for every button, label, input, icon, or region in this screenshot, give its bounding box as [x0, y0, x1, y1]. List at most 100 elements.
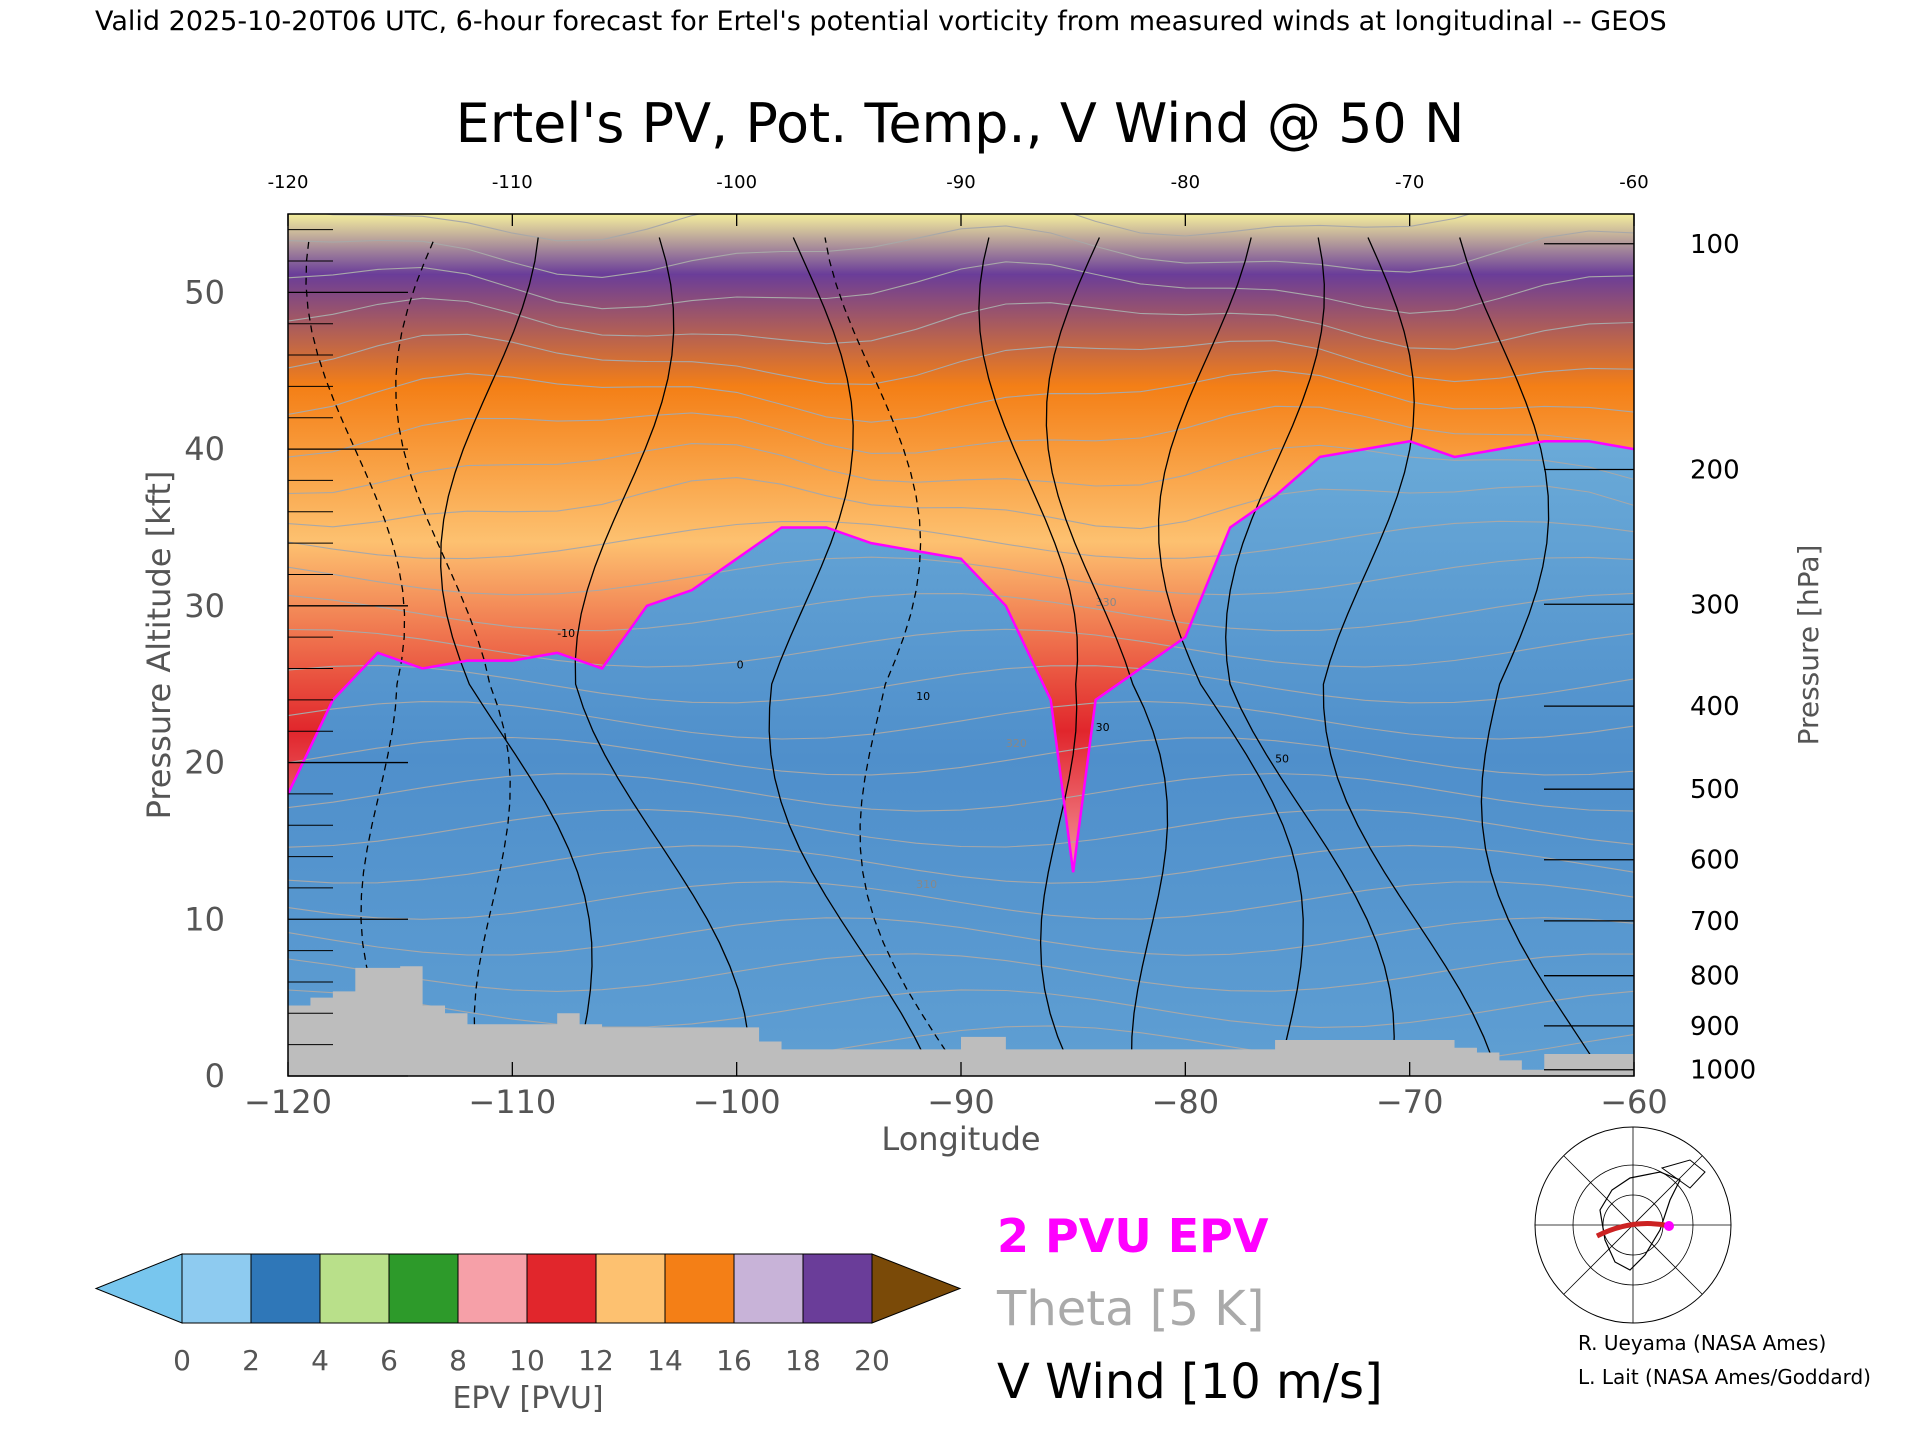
colorbar-segment — [388, 1253, 459, 1324]
theta-contour — [288, 772, 1634, 812]
colorbar-tick-label: 8 — [449, 1344, 467, 1377]
y-tick-label: 10 — [184, 900, 225, 938]
theta-contour — [288, 477, 1634, 530]
colorbar-segment — [457, 1253, 528, 1324]
2pvu-contour — [288, 439, 1634, 873]
pressure-tick-label: 700 — [1690, 907, 1740, 937]
v-wind-contours: -10 0 10 30 50 — [305, 237, 1595, 1061]
legend-vwind: V Wind [10 m/s] — [997, 1354, 1383, 1410]
colorbar-tick-label: 16 — [716, 1344, 752, 1377]
colorbar-tick-label: 4 — [311, 1344, 329, 1377]
theta-contour — [288, 261, 1634, 314]
credit-line-1: R. Ueyama (NASA Ames) — [1578, 1331, 1826, 1355]
theta-contour — [321, 214, 1472, 242]
colorbar-tick-label: 6 — [380, 1344, 398, 1377]
x-tick-label: −110 — [468, 1083, 556, 1121]
chart-title: Ertel's PV, Pot. Temp., V Wind @ 50 N — [456, 92, 1465, 155]
x-top-tick-label: -90 — [946, 172, 975, 193]
wind-label: -10 — [557, 627, 575, 640]
v-wind-contour — [1459, 237, 1595, 1061]
theta-label: 310 — [916, 878, 937, 891]
theta-contour — [288, 736, 1634, 776]
y-axis: 0 10 20 30 40 50 — [184, 229, 408, 1095]
x-top-tick-label: -100 — [716, 172, 757, 193]
theta-contour — [288, 592, 1634, 632]
theta-contour — [288, 520, 1634, 560]
wind-label: 30 — [1096, 721, 1110, 734]
x-tick-label: −100 — [693, 1083, 781, 1121]
plot-area: 310 320 330 -10 0 10 30 50 — [288, 214, 1634, 1076]
v-wind-contour — [305, 237, 406, 1061]
x-top-axis: -120 -110 -100 -90 -80 -70 -60 — [268, 172, 1649, 226]
theta-contour — [288, 700, 1634, 740]
theta-contour — [288, 405, 1634, 458]
theta-contour — [288, 664, 1634, 704]
theta-contour — [288, 845, 1634, 884]
colorbar-segment — [733, 1253, 804, 1324]
pressure-tick-label: 500 — [1690, 775, 1740, 805]
colorbar-segment — [181, 1253, 252, 1324]
theta-contour — [288, 443, 1634, 495]
theta-contour — [288, 297, 1634, 350]
y-tick-label: 20 — [184, 744, 225, 782]
x-top-tick-label: -60 — [1619, 172, 1648, 193]
v-wind-contour — [824, 237, 953, 1061]
colorbar-segment — [595, 1253, 666, 1324]
pressure-axis-label: Pressure [hPa] — [1792, 545, 1825, 746]
x-top-tick-label: -80 — [1171, 172, 1200, 193]
y-axis-label: Pressure Altitude [kft] — [140, 471, 178, 820]
wind-label: 50 — [1275, 753, 1289, 766]
x-axis-label: Longitude — [881, 1120, 1040, 1158]
v-wind-contour — [1225, 237, 1395, 1061]
theta-contour — [288, 989, 1634, 1028]
colorbar: 0 2 4 6 8 10 12 14 16 18 20 — [94, 1253, 962, 1377]
x-tick-label: −60 — [1600, 1083, 1668, 1121]
colorbar-segment — [319, 1253, 390, 1324]
colorbar-tick-label: 0 — [173, 1344, 191, 1377]
colorbar-segment — [802, 1253, 873, 1324]
credit-line-2: L. Lait (NASA Ames/Goddard) — [1578, 1365, 1871, 1389]
theta-contour — [288, 809, 1634, 848]
pressure-axis: 100 200 300 400 500 600 700 800 900 1000 — [1544, 230, 1756, 1086]
inset-location-map — [1534, 1126, 1732, 1324]
theta-contour — [288, 333, 1634, 385]
x-axis: −120 −110 −100 −90 −80 −70 −60 — [244, 1062, 1668, 1121]
troposphere-fill — [288, 441, 1634, 1076]
y-tick-label: 0 — [205, 1057, 225, 1095]
x-top-tick-label: -70 — [1395, 172, 1424, 193]
x-top-tick-label: -120 — [268, 172, 309, 193]
pressure-tick-label: 1000 — [1690, 1056, 1756, 1086]
x-tick-label: −70 — [1376, 1083, 1444, 1121]
pressure-tick-label: 400 — [1690, 692, 1740, 722]
pressure-tick-label: 600 — [1690, 846, 1740, 876]
pressure-tick-label: 900 — [1690, 1012, 1740, 1042]
theta-label: 330 — [1096, 596, 1117, 609]
colorbar-label: EPV [PVU] — [452, 1381, 603, 1416]
colorbar-tick-label: 12 — [578, 1344, 614, 1377]
v-wind-contour — [395, 237, 511, 1061]
colorbar-tick-label: 2 — [242, 1344, 260, 1377]
theta-contour — [288, 556, 1634, 596]
x-tick-label: −120 — [244, 1083, 332, 1121]
x-tick-label: −80 — [1152, 1083, 1220, 1121]
colorbar-tick-label: 20 — [854, 1344, 890, 1377]
colorbar-segment — [664, 1253, 735, 1324]
theta-contour — [288, 917, 1634, 956]
colorbar-tick-label: 14 — [647, 1344, 683, 1377]
theta-label: 320 — [1006, 737, 1027, 750]
theta-contour — [288, 628, 1634, 668]
theta-contour — [288, 881, 1634, 920]
legend-theta: Theta [5 K] — [996, 1281, 1265, 1337]
v-wind-contour — [440, 237, 593, 1061]
v-wind-contour — [1045, 237, 1169, 1061]
y-tick-label: 50 — [184, 273, 225, 311]
pressure-tick-label: 200 — [1690, 455, 1740, 485]
theta-contour — [288, 369, 1634, 423]
v-wind-contour — [574, 237, 751, 1061]
pressure-tick-label: 300 — [1690, 590, 1740, 620]
y-tick-label: 30 — [184, 587, 225, 625]
colorbar-tick-label: 18 — [785, 1344, 821, 1377]
pressure-tick-label: 800 — [1690, 962, 1740, 992]
y-tick-label: 40 — [184, 430, 225, 468]
